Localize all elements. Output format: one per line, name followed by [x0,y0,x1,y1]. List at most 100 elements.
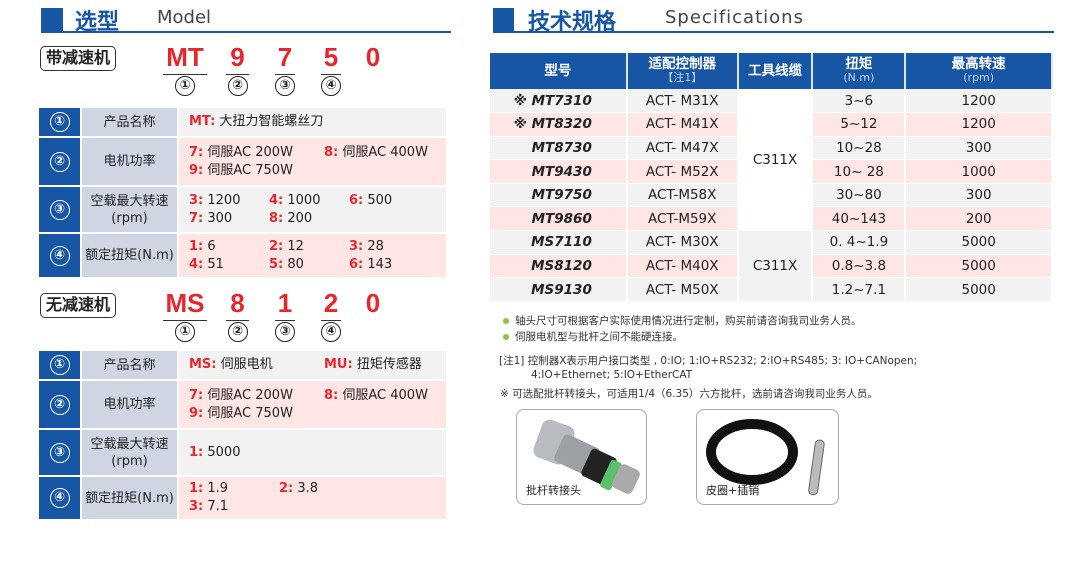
divider [493,31,1054,33]
row-number: ② [49,151,70,172]
spec-row: MT9750 ACT-M58X 30~80 300 [490,183,1053,208]
code-segment: 5 [321,42,341,75]
option-row: ① 产品名称 MT: 大扭力智能螺丝刀 [37,106,448,138]
model-subtitle: Model [157,7,212,28]
option: 3: 28 [349,238,384,254]
spec-row: ※ MT8320 ACT- M41X 5~12 1200 [490,112,1053,137]
option-row: ② 电机功率 7: 伺服AC 200W 8: 伺服AC 400W 9: 伺服AC 750… [37,136,448,187]
position-marker: ① [175,322,195,342]
accessory-oring: 皮圈+插销 [696,409,839,505]
position-marker: ③ [275,76,295,96]
option: 7: 300 [189,210,233,226]
spec-row: MT9860 ACT-M59X 40~143 200 [490,206,1053,232]
spec-row: MS7110 ACT- M30X C311X 0. 4~1.9 5000 [490,230,1053,302]
option: 4: 1000 [269,192,321,208]
row-label: 空载最大转速(rpm) [80,185,179,234]
cable-cell: C311X [737,230,814,302]
option-row: ③ 空载最大转速(rpm) 3: 1200 4: 1000 6: 500 7: 300 8:… [37,185,448,234]
geared-options-table: ① 产品名称 MT: 大扭力智能螺丝刀 ② 电机功率 7: 伺服AC 200W 8: 伺服A… [37,106,448,279]
column-header: 型号 [490,53,628,89]
row-label: 额定扭矩(N.m) [80,232,179,279]
section-marker [41,8,63,31]
option: 2: 3.8 [279,481,319,496]
option-row: ② 电机功率 7: 伺服AC 200W 8: 伺服AC 400W 9: 伺服AC 750… [37,379,448,430]
row-number: ③ [49,199,70,220]
option: 3: 1200 [189,192,241,208]
section-marker [493,8,514,31]
option: 1: 5000 [189,444,241,460]
bullet-icon [503,334,509,340]
row-number: ④ [49,245,70,266]
option: 8: 200 [269,210,313,226]
model-title: 选型 [75,10,120,35]
row-label: 额定扭矩(N.m) [80,475,179,521]
o-ring-pin-icon [706,419,825,496]
column-header: 扭矩 (N.m) [812,53,907,89]
row-label: 产品名称 [80,106,179,138]
option: 1: 6 [189,238,216,254]
option: MU: 扭矩传感器 [324,357,422,372]
code-segment: 9 [226,42,249,75]
column-header: 最高转速 (rpm) [905,53,1053,89]
column-header: 工具线缆 [737,53,814,89]
row-number: ① [49,355,70,375]
option: 3: 7.1 [189,499,229,514]
code-segment: 2 [321,288,341,321]
specs-title: 技术规格 [528,10,617,35]
specs-subtitle: Specifications [665,7,804,28]
option-row: ④ 额定扭矩(N.m) 1: 6 2: 12 3: 28 4: 51 5: 80 6: 143 [37,232,448,279]
position-marker: ② [227,322,248,342]
spec-row: MS9130 ACT- M50X 1.2~7.1 5000 [490,277,1053,302]
row-label: 产品名称 [80,349,179,381]
accessory-label: 批杆转接头 [526,484,581,497]
cable-cell: C311X [737,89,814,232]
position-marker: ① [175,76,195,96]
row-label: 电机功率 [80,379,179,430]
option: 4: 51 [189,256,224,272]
option: 7: 伺服AC 200W [189,387,293,403]
bullet-note: 伺服电机型与批杆之间不能硬连接。 [503,329,683,344]
row-label: 电机功率 [80,136,179,187]
option: MS: 伺服电机 [189,357,273,372]
position-marker: ③ [275,322,295,342]
note1-line1: [注1] 控制器X表示用户接口类型 , 0:IO; 1:IO+RS232; 2:… [499,355,918,367]
option: MT: 大扭力智能螺丝刀 [189,114,324,129]
note2: ※ 可选配批杆转接头，可适用1/4（6.35）六方批杆，选前请咨询我司业务人员。 [500,388,878,400]
column-header: 适配控制器 【注1】 [626,53,739,89]
code-segment: 7 [275,42,295,75]
direct-tag: 无减速机 [40,293,117,318]
row-number: ③ [49,442,70,463]
code-segment: 0 [365,42,381,72]
option: 2: 12 [269,238,304,254]
position-marker: ④ [321,322,341,342]
spec-row: MT8730 ACT- M47X 10~28 300 [490,136,1053,161]
option: 8: 伺服AC 400W [324,387,428,403]
code-segment: 1 [275,288,295,321]
spec-row: ※ MT7310 ACT- M31X C311X 3~6 1200 [490,89,1053,232]
bit-adapter-icon [533,419,640,494]
accessory-adapter: 批杆转接头 [516,409,647,505]
code-segment: MS [163,288,207,321]
spec-row: MS8120 ACT- M40X 0.8~3.8 5000 [490,254,1053,279]
bullet-icon [503,318,509,324]
option: 7: 伺服AC 200W [189,144,293,160]
bullet-note: 轴头尺寸可根据客户实际使用情况进行定制，购买前请咨询我司业务人员。 [503,313,862,328]
row-number: ① [49,112,70,132]
option: 8: 伺服AC 400W [324,144,428,160]
row-number: ④ [49,488,70,508]
option-row: ③ 空载最大转速(rpm) 1: 5000 [37,428,448,477]
option: 6: 143 [349,256,393,272]
note1-line2: 4:IO+Ethernet; 5:IO+EtherCAT [531,369,693,381]
option-row: ① 产品名称 MS: 伺服电机 MU: 扭矩传感器 [37,349,448,381]
row-number: ② [49,394,70,415]
code-segment: MT [163,42,207,75]
code-segment: 8 [226,288,249,321]
spec-row: MT9430 ACT- M52X 10~ 28 1000 [490,159,1053,184]
option: 9: 伺服AC 750W [189,162,293,178]
geared-tag: 带减速机 [40,46,117,71]
option: 5: 80 [269,256,304,272]
accessory-label: 皮圈+插销 [706,484,760,497]
position-marker: ② [227,76,248,96]
code-segment: 0 [365,288,381,318]
option-row: ④ 额定扭矩(N.m) 1: 1.9 2: 3.8 3: 7.1 [37,475,448,521]
